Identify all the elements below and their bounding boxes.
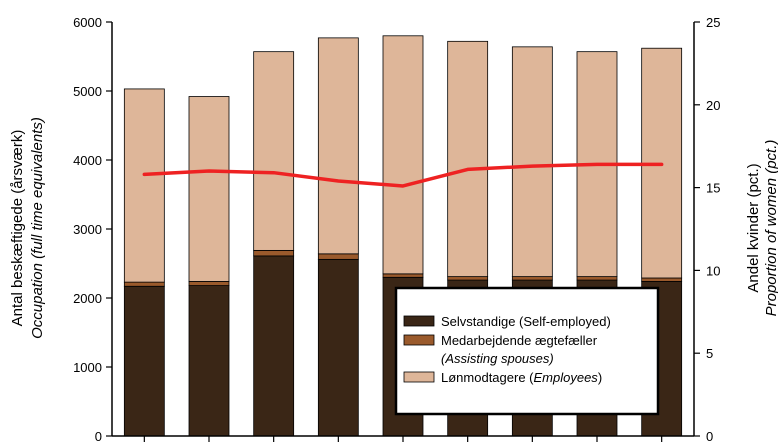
bar-employees-2010 (254, 52, 294, 251)
bar-employees-2009 (189, 97, 229, 282)
y-axis-label-right-line1: Andel kvinder (pct.) (745, 163, 762, 292)
bar-employees-2011 (318, 38, 358, 254)
bar-assisting-spouses-2013 (448, 277, 488, 280)
legend-label-self-employed: Selvstandige (Self-employed) (441, 314, 611, 329)
bar-assisting-spouses-2010 (254, 250, 294, 256)
bar-assisting-spouses-2009 (189, 281, 229, 285)
bar-self-employed-2010 (254, 256, 294, 436)
bar-self-employed-2008 (124, 286, 164, 436)
legend-label-employees-da: Lønmodtagere ( (441, 370, 534, 385)
y-tick-label-left: 3000 (73, 222, 102, 237)
legend-swatch-assisting-spouses (404, 335, 434, 345)
bar-employees-2014 (512, 47, 552, 277)
legend-label-employees-en: Employees (534, 370, 599, 385)
bar-assisting-spouses-2014 (512, 277, 552, 280)
y-tick-label-left: 4000 (73, 153, 102, 168)
y-tick-label-right: 25 (706, 15, 720, 30)
bar-assisting-spouses-2016 (642, 278, 682, 281)
legend: Selvstandige (Self-employed) Medarbejden… (396, 288, 658, 414)
y-tick-label-right: 10 (706, 263, 720, 278)
legend-label-assisting-spouses-en: (Assisting spouses) (441, 351, 554, 366)
legend-swatch-employees (404, 372, 434, 382)
legend-label-employees: Lønmodtagere (Employees) (441, 370, 602, 385)
y-tick-label-right: 5 (706, 346, 713, 361)
y-tick-label-right: 20 (706, 98, 720, 113)
y-tick-label-right: 0 (706, 429, 713, 442)
bar-assisting-spouses-2015 (577, 277, 617, 280)
y-tick-label-left: 5000 (73, 84, 102, 99)
legend-label-assisting-spouses: Medarbejdende ægtefæller (441, 333, 598, 348)
bar-self-employed-2011 (318, 259, 358, 436)
y-tick-label-left: 2000 (73, 291, 102, 306)
y-tick-label-left: 0 (95, 429, 102, 442)
bar-employees-2013 (448, 41, 488, 276)
bar-assisting-spouses-2012 (383, 274, 423, 277)
bar-assisting-spouses-2008 (124, 282, 164, 286)
y-tick-label-right: 15 (706, 181, 720, 196)
legend-swatch-self-employed (404, 316, 434, 326)
bar-self-employed-2009 (189, 286, 229, 436)
bar-employees-2008 (124, 89, 164, 282)
y-tick-label-left: 1000 (73, 360, 102, 375)
legend-label-employees-close: ) (598, 370, 602, 385)
bar-assisting-spouses-2011 (318, 254, 358, 260)
y-axis-label-left-line2: Occupation (full time equivalents) (29, 117, 46, 339)
bar-employees-2012 (383, 36, 423, 274)
y-axis-label-left-line1: Antal beskæftigede (årsværk) (9, 130, 26, 327)
y-tick-label-left: 6000 (73, 15, 102, 30)
y-axis-label-right-line2: Proportion of women (pct.) (763, 140, 778, 317)
